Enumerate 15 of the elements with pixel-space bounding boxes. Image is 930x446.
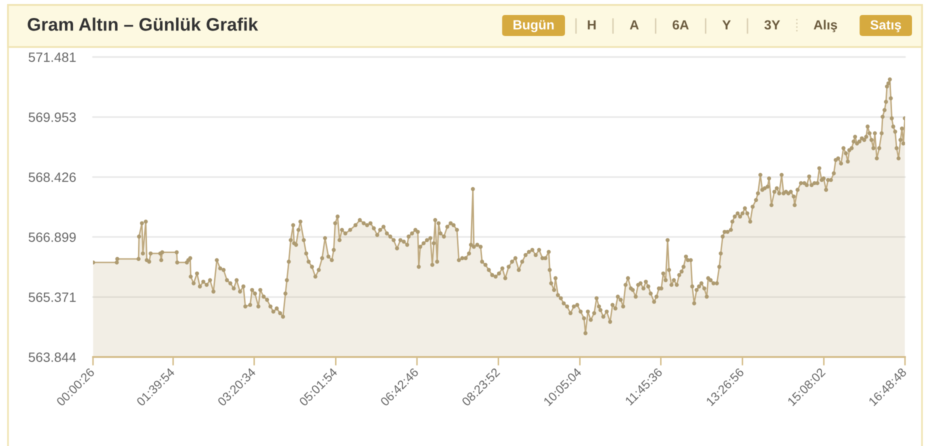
- text: H: [588, 20, 596, 30]
- y-tick-label: 569.953: [28, 112, 76, 122]
- text: Bugün: [514, 20, 554, 32]
- y-tick-label: 563.844: [28, 352, 76, 362]
- text: A: [630, 20, 639, 30]
- y-tick-label: 566.899: [28, 232, 76, 242]
- text: 6A: [672, 20, 689, 30]
- text: 3Y: [764, 20, 780, 30]
- chart-title: Gram Altın – Günlük Grafik: [28, 18, 258, 31]
- y-tick-label: 565.371: [28, 292, 76, 302]
- text: Y: [722, 20, 731, 30]
- text: Alış: [814, 20, 838, 32]
- y-tick-label: 568.426: [28, 172, 76, 182]
- y-tick-label: 571.481: [28, 52, 76, 62]
- text: Satış: [870, 20, 902, 32]
